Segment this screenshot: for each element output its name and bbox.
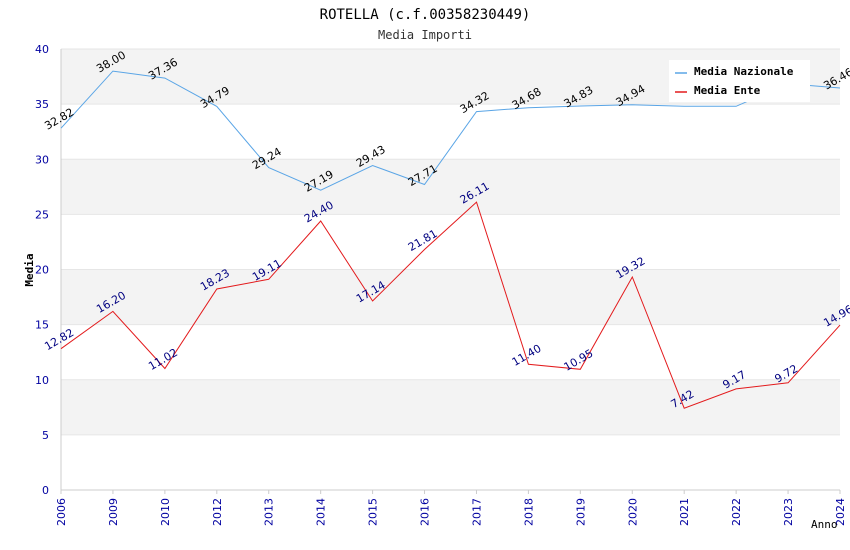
y-tick-label: 20 (35, 264, 49, 277)
data-label-ente: 11.02 (146, 346, 180, 373)
y-axis: 0 5 10 15 20 25 30 35 40 (35, 43, 62, 497)
grid-band (61, 379, 840, 435)
data-label-ente: 21.81 (406, 227, 440, 254)
data-label-ente: 11.40 (510, 342, 544, 369)
x-tick-label: 2015 (367, 498, 380, 526)
y-tick-label: 10 (35, 374, 49, 387)
x-tick-label: 2009 (107, 498, 120, 526)
x-tick-label: 2019 (574, 498, 587, 526)
x-tick-label: 2014 (315, 498, 328, 526)
x-tick-label: 2006 (55, 498, 68, 526)
chart-title: ROTELLA (c.f.00358230449) (320, 7, 531, 23)
y-tick-label: 25 (35, 208, 49, 221)
y-tick-label: 40 (35, 43, 49, 56)
x-tick-label: 2017 (470, 498, 483, 526)
y-tick-label: 5 (42, 429, 49, 442)
grid-band (61, 269, 840, 325)
series-line-ente (60, 201, 841, 409)
x-tick-label: 2013 (263, 498, 276, 526)
grid-band (61, 159, 840, 215)
y-tick-label: 0 (42, 484, 49, 497)
legend-label-ente: Media Ente (694, 84, 761, 97)
x-tick-label: 2020 (626, 498, 639, 526)
chart-subtitle: Media Importi (378, 28, 472, 42)
x-tick-label: 2022 (730, 498, 743, 526)
series-lines (60, 70, 841, 409)
x-tick-label: 2021 (678, 498, 691, 526)
x-tick-label: 2012 (211, 498, 224, 526)
x-tick-label: 2010 (159, 498, 172, 526)
legend-label-nazionale: Media Nazionale (694, 65, 794, 78)
series-line-nazionale (60, 70, 841, 191)
x-tick-label: 2023 (782, 498, 795, 526)
legend: Media Nazionale Media Ente (669, 60, 810, 102)
y-tick-label: 30 (35, 153, 49, 166)
y-tick-label: 35 (35, 98, 49, 111)
x-axis: 2006 2009 2010 2012 2013 2014 2015 2016 2017 2018… (55, 489, 847, 526)
grid-bands (61, 48, 840, 491)
x-axis-label: Anno (811, 518, 838, 531)
x-tick-label: 2016 (419, 498, 432, 526)
x-tick-label: 2024 (834, 498, 847, 526)
y-axis-label: Media (23, 253, 36, 286)
x-tick-label: 2018 (522, 498, 535, 526)
y-tick-label: 15 (35, 319, 49, 332)
data-label-ente: 10.95 (562, 347, 596, 374)
legend-box (669, 60, 810, 102)
